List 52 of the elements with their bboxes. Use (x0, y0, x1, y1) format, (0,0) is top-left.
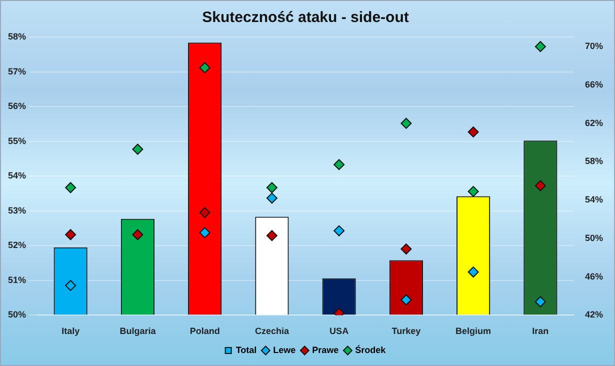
y2-tick-label: 62% (584, 118, 603, 128)
point (199, 207, 210, 218)
point (400, 118, 412, 129)
point (400, 244, 412, 255)
point (266, 192, 278, 204)
point (468, 186, 479, 197)
x-tick-label: Iran (532, 326, 549, 336)
legend-label: Total (236, 344, 257, 355)
y-tick-label: 50% (8, 310, 26, 320)
y2-tick-label: 58% (584, 156, 603, 166)
x-tick-label: Poland (190, 326, 220, 336)
point (334, 159, 345, 170)
y2-tick-label: 54% (584, 194, 603, 205)
y-tick-label: 57% (8, 66, 26, 76)
y-tick-label: 53% (8, 205, 26, 216)
point (534, 296, 546, 308)
x-tick-label: Bulgaria (120, 326, 157, 336)
point (199, 227, 210, 238)
y2-tick-label: 66% (584, 79, 603, 90)
y-tick-label: 55% (8, 136, 26, 146)
y-tick-label: 52% (8, 240, 26, 250)
point (334, 225, 345, 236)
x-tick-label: USA (330, 326, 350, 336)
point (65, 182, 76, 194)
point (468, 126, 479, 138)
point (132, 144, 144, 155)
y2-tick-label: 70% (584, 41, 603, 52)
y2-tick-label: 42% (584, 310, 603, 320)
y-tick-label: 56% (8, 101, 26, 112)
legend-label: Lewe (273, 344, 296, 355)
point (400, 294, 412, 306)
legend-label: Środek (355, 344, 387, 355)
y-tick-label: 54% (8, 170, 26, 181)
point (266, 182, 278, 194)
y-tick-label: 58% (8, 31, 26, 42)
point (534, 41, 546, 52)
x-tick-label: Italy (62, 326, 80, 336)
point (199, 62, 210, 74)
x-tick-label: Czechia (254, 326, 290, 336)
point (65, 229, 76, 240)
point (534, 180, 546, 192)
legend-label: Prawe (312, 344, 339, 355)
x-tick-label: Turkey (392, 326, 421, 336)
point (65, 280, 76, 291)
point (132, 229, 144, 240)
chart-title: Skuteczność ataku - side-out (202, 9, 409, 26)
y2-tick-label: 50% (584, 232, 603, 243)
x-tick-label: Belgium (456, 326, 492, 336)
y-tick-label: 51% (8, 274, 26, 285)
y2-tick-label: 46% (584, 271, 603, 282)
point (266, 230, 278, 242)
point (468, 266, 479, 278)
